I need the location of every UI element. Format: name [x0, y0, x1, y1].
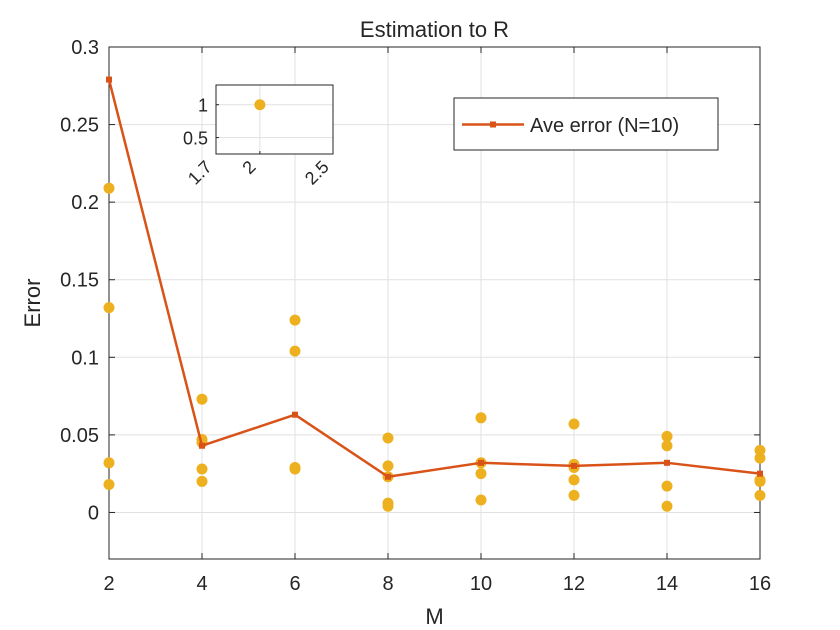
y-tick-label: 0.3: [71, 37, 99, 59]
series-marker: [664, 459, 670, 466]
scatter-point: [382, 460, 394, 472]
scatter-point: [103, 479, 115, 491]
y-tick-label: 0: [88, 502, 99, 524]
scatter-point: [568, 489, 580, 501]
series-marker: [571, 462, 577, 469]
inset-axes: 1.7 2 2.5 0.5 1: [183, 84, 334, 189]
x-tick-label: 16: [749, 573, 771, 595]
x-tick-label: 6: [289, 573, 300, 595]
inset-points: [254, 99, 266, 111]
scatter-point: [661, 430, 673, 442]
x-tick-label: 4: [196, 573, 207, 595]
scatter-point: [661, 440, 673, 452]
x-tick-label: 8: [382, 573, 393, 595]
scatter-point: [661, 480, 673, 492]
series-marker: [106, 76, 112, 83]
scatter-point: [382, 500, 394, 512]
inset-axes-box: [215, 84, 334, 155]
legend-label: Ave error (N=10): [530, 115, 679, 137]
series-marker: [757, 470, 763, 477]
inset-x-tick-label: 2: [238, 157, 259, 178]
y-tick-label: 0.15: [60, 270, 99, 292]
y-tick-label: 0.2: [71, 192, 99, 214]
scatter-point: [568, 474, 580, 486]
y-tick-label: 0.25: [60, 115, 99, 137]
scatter-point: [754, 489, 766, 501]
chart-title: Estimation to R: [360, 17, 509, 42]
inset-y-tick-label: 1: [198, 96, 208, 116]
scatter-point: [289, 463, 301, 475]
scatter-point: [289, 314, 301, 326]
inset-ticks: [215, 104, 334, 154]
scatter-point: [754, 475, 766, 487]
x-tick-label: 12: [563, 573, 585, 595]
inset-y-tick-label: 0.5: [183, 129, 208, 149]
scatter-point: [196, 463, 208, 475]
inset-point: [254, 99, 266, 111]
scatter-point: [196, 475, 208, 487]
scatter-point: [754, 444, 766, 456]
scatter-point: [661, 500, 673, 512]
scatter-point: [475, 494, 487, 506]
legend: Ave error (N=10): [453, 97, 719, 151]
inset-background: [216, 85, 333, 154]
y-tick-label: 0.05: [60, 425, 99, 447]
inset-x-tick-label: 2.5: [301, 157, 333, 189]
scatter-point: [568, 418, 580, 430]
legend-box: [453, 97, 719, 151]
series-marker: [292, 411, 298, 418]
series-marker: [199, 442, 205, 449]
scatter-point: [103, 182, 115, 194]
x-tick-label: 2: [103, 573, 114, 595]
scatter-point: [382, 432, 394, 444]
scatter-point: [103, 302, 115, 314]
series-marker: [385, 473, 391, 480]
x-axis-label: M: [425, 604, 443, 629]
scatter-point: [754, 452, 766, 464]
scatter-point: [475, 412, 487, 424]
scatter-point: [475, 468, 487, 480]
main-ticks: [108, 46, 761, 559]
scatter-point: [196, 393, 208, 405]
legend-marker-sample: [490, 121, 496, 128]
x-tick-label: 10: [470, 573, 492, 595]
series-line: [107, 79, 761, 479]
y-axis-label: Error: [20, 279, 45, 328]
inset-x-tick-label: 1.7: [184, 157, 216, 189]
line-layer: [106, 76, 763, 480]
scatter-point: [103, 457, 115, 469]
series-marker: [478, 459, 484, 466]
y-tick-label: 0.1: [71, 347, 99, 369]
scatter-point: [289, 345, 301, 357]
x-tick-label: 14: [656, 573, 678, 595]
